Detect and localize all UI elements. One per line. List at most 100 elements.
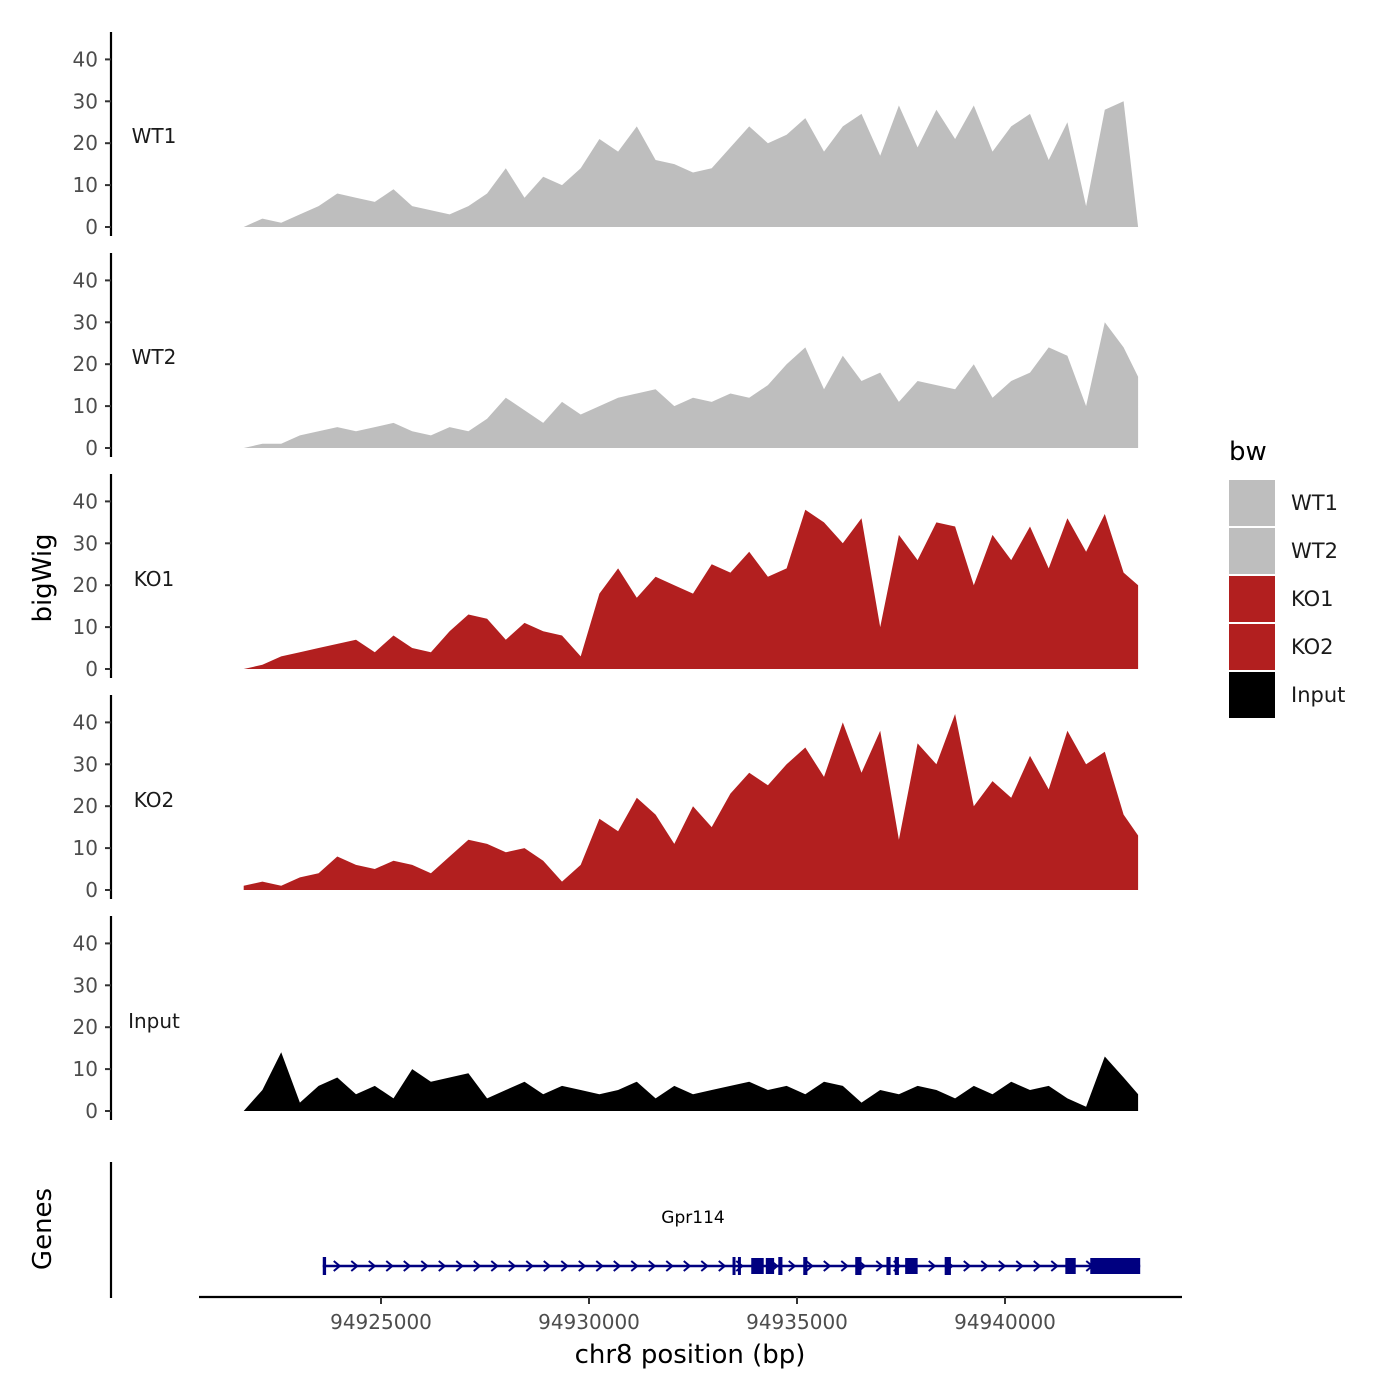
gene-exon <box>855 1257 862 1275</box>
strand-arrow <box>788 1260 797 1272</box>
y-tick-label: 10 <box>73 615 98 639</box>
strand-arrow <box>875 1260 884 1272</box>
y-tick-label: 30 <box>73 310 98 334</box>
gene-exon <box>886 1257 891 1275</box>
coverage-area-ko2 <box>243 714 1139 890</box>
gene-exon <box>905 1258 918 1274</box>
legend-item-ko1: KO1 <box>1229 576 1334 622</box>
strand-arrow <box>928 1260 937 1272</box>
legend-label: Input <box>1291 683 1345 707</box>
y-tick-label: 30 <box>73 973 98 997</box>
strand-arrow <box>840 1260 849 1272</box>
legend-item-ko2: KO2 <box>1229 624 1334 670</box>
strand-arrow <box>403 1260 412 1272</box>
strand-arrow <box>420 1260 429 1272</box>
strand-arrow <box>665 1260 674 1272</box>
legend-swatch <box>1229 672 1275 718</box>
strand-arrow <box>560 1260 569 1272</box>
strand-arrow <box>455 1260 464 1272</box>
gene-exon <box>322 1257 327 1275</box>
y-tick-label: 0 <box>85 878 98 902</box>
strand-arrow <box>473 1260 482 1272</box>
strand-arrow <box>980 1260 989 1272</box>
gene-exon <box>894 1257 899 1275</box>
y-tick-label: 10 <box>73 394 98 418</box>
strand-arrow <box>1015 1260 1024 1272</box>
legend-swatch <box>1229 624 1275 670</box>
y-tick-label: 10 <box>73 836 98 860</box>
strand-arrow <box>508 1260 517 1272</box>
legend-label: KO2 <box>1291 635 1334 659</box>
track-label: Input <box>128 1009 180 1033</box>
strand-arrow <box>1050 1260 1059 1272</box>
strand-arrow <box>595 1260 604 1272</box>
gene-exon <box>1065 1258 1076 1274</box>
legend-swatch <box>1229 480 1275 526</box>
strand-arrow <box>438 1260 447 1272</box>
genes-axis-title: Genes <box>28 1188 58 1270</box>
x-tick-label: 94930000 <box>538 1310 640 1334</box>
gene-exon <box>944 1257 951 1275</box>
strand-arrow <box>1033 1260 1042 1272</box>
strand-arrow <box>823 1260 832 1272</box>
genes-panel: Genes Gpr114 <box>28 1162 1141 1298</box>
strand-arrow <box>368 1260 377 1272</box>
legend: bw WT1 WT2 KO1 KO2 Input <box>1229 437 1345 718</box>
track-ko2: 0 10 20 30 40 KO2 <box>73 695 1139 902</box>
legend-label: WT1 <box>1291 491 1338 515</box>
x-axis-title: chr8 position (bp) <box>575 1340 806 1370</box>
y-tick-label: 30 <box>73 89 98 113</box>
x-tick-label: 94935000 <box>746 1310 848 1334</box>
gene-exon <box>732 1257 736 1275</box>
strand-arrow <box>543 1260 552 1272</box>
y-tick-label: 20 <box>73 352 98 376</box>
strand-arrow <box>490 1260 499 1272</box>
coverage-area-ko1 <box>243 509 1139 669</box>
strand-arrow <box>630 1260 639 1272</box>
strand-arrow <box>350 1260 359 1272</box>
gene-model: Gpr114 <box>322 1208 1141 1275</box>
track-label: KO1 <box>134 567 175 591</box>
y-tick-label: 40 <box>73 268 98 292</box>
legend-title: bw <box>1229 437 1267 467</box>
track-input: 0 10 20 30 40 Input <box>73 916 1139 1123</box>
tracks-area: 0 10 20 30 40 WT1 0 10 20 30 40 WT2 0 10 20 30 40 KO1 0 10 2… <box>73 32 1139 1123</box>
gene-exon <box>778 1257 783 1275</box>
strand-arrow <box>525 1260 534 1272</box>
strand-arrow <box>700 1260 709 1272</box>
strand-arrow <box>578 1260 587 1272</box>
coverage-area-wt1 <box>243 101 1139 227</box>
strand-arrow <box>648 1260 657 1272</box>
gene-exon <box>751 1258 764 1274</box>
y-tick-label: 20 <box>73 573 98 597</box>
track-label: WT1 <box>132 124 177 148</box>
strand-arrow <box>333 1260 342 1272</box>
track-wt2: 0 10 20 30 40 WT2 <box>73 253 1139 460</box>
y-tick-label: 40 <box>73 47 98 71</box>
track-wt1: 0 10 20 30 40 WT1 <box>73 32 1139 239</box>
gene-exon <box>737 1257 741 1275</box>
track-ko1: 0 10 20 30 40 KO1 <box>73 474 1139 681</box>
y-tick-label: 0 <box>85 1099 98 1123</box>
strand-arrow <box>385 1260 394 1272</box>
strand-arrow <box>998 1260 1007 1272</box>
legend-item-wt2: WT2 <box>1229 528 1338 574</box>
y-tick-label: 20 <box>73 794 98 818</box>
x-tick-label: 94925000 <box>330 1310 432 1334</box>
strand-arrow <box>963 1260 972 1272</box>
legend-swatch <box>1229 576 1275 622</box>
y-tick-label: 0 <box>85 657 98 681</box>
track-label: KO2 <box>134 788 175 812</box>
y-tick-label: 30 <box>73 531 98 555</box>
strand-arrow <box>718 1260 727 1272</box>
coverage-area-input <box>243 1052 1139 1111</box>
y-tick-label: 10 <box>73 173 98 197</box>
y-tick-label: 40 <box>73 489 98 513</box>
y-axis-title: bigWig <box>28 533 58 622</box>
legend-item-wt1: WT1 <box>1229 480 1338 526</box>
x-axis: 94925000 94930000 94935000 94940000 chr8 po… <box>199 1295 1182 1370</box>
x-tick-label: 94940000 <box>954 1310 1056 1334</box>
gene-exon <box>765 1258 775 1274</box>
strand-arrow <box>613 1260 622 1272</box>
